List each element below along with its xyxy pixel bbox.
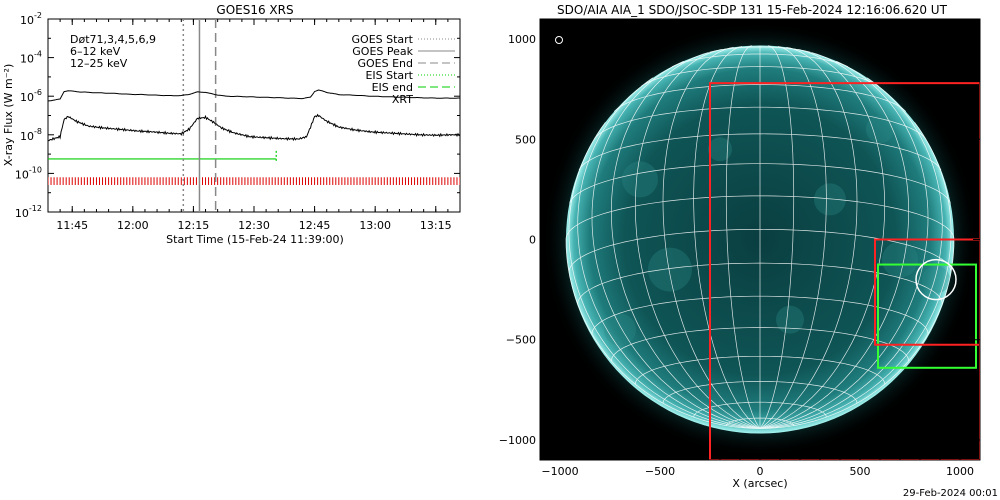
legend-left-entry: 6–12 keV — [70, 45, 121, 58]
legend-right-entry: GOES Start — [352, 33, 414, 46]
chart-title: GOES16 XRS — [216, 3, 293, 17]
bright-region — [922, 265, 950, 294]
x-tick-label: 12:15 — [178, 219, 210, 232]
legend-right-entry: GOES Peak — [352, 45, 413, 58]
legend-entry-flare: AIA flare location — [566, 35, 651, 46]
aia-image-chart: SDO/AIA AIA_1 SDO/JSOC-SDP 131 15-Feb-20… — [499, 3, 981, 490]
bright-region — [776, 305, 804, 334]
y-tick-label: 10-10 — [15, 165, 42, 181]
legend-right-entry: EIS end — [372, 81, 413, 94]
x-tick-label: 13:00 — [359, 219, 391, 232]
x-tick-label: 11:45 — [56, 219, 88, 232]
eis-fov-box — [877, 263, 977, 369]
legend-left-entry: Døt71,3,4,5,6,9 — [70, 33, 156, 46]
longitude-line — [634, 49, 761, 429]
y-tick-label: 0 — [529, 234, 536, 247]
goes-xrs-chart: GOES16 XRS 10-2 10-4 10-6 10-8 10-10 10-12 11… — [2, 3, 461, 246]
longitude-line — [611, 52, 761, 429]
bright-region — [708, 137, 732, 162]
longitude-line — [725, 45, 761, 429]
eis-interval — [48, 150, 277, 163]
flux-line-1 — [48, 113, 460, 142]
flux-series — [48, 89, 460, 142]
y-tick-label: 10-2 — [20, 11, 42, 27]
chart-title: SDO/AIA AIA_1 SDO/JSOC-SDP 131 15-Feb-20… — [557, 3, 948, 17]
x-tick-label: 12:45 — [299, 219, 331, 232]
bright-region — [882, 241, 918, 278]
x-tick-label: 13:15 — [420, 219, 452, 232]
y-tick-label: 10-8 — [20, 127, 42, 143]
longitude-line — [759, 46, 827, 429]
longitude-line — [693, 46, 761, 429]
x-axis-label: X (arcsec) — [732, 477, 787, 490]
longitude-line — [662, 46, 761, 429]
xrt-fov-box-small — [874, 238, 980, 346]
flux-line-0 — [48, 89, 460, 102]
legend: AIA flare location EIS FOV XRT FOV — [552, 35, 651, 435]
longitude-line — [568, 122, 761, 429]
x-tick-label: 500 — [850, 465, 871, 478]
flare-location-legend-symbol — [555, 36, 563, 44]
bright-region — [648, 247, 692, 292]
y-tick-label: 10-4 — [20, 50, 42, 66]
image-area — [540, 19, 980, 460]
y-tick-label: 500 — [515, 133, 536, 146]
axes: −1000 −500 0 500 1000 −1000 −500 0 500 1000 — [499, 19, 980, 478]
generation-date: 29-Feb-2024 00:01 — [903, 488, 998, 499]
longitude-line — [759, 239, 955, 429]
longitude-line — [759, 122, 952, 429]
longitude-line — [759, 77, 943, 429]
longitude-line — [591, 60, 761, 429]
bright-region — [866, 115, 894, 144]
legend-right-entry: EIS Start — [365, 69, 413, 82]
flare-location-circle — [915, 258, 957, 301]
x-tick-label: −1000 — [541, 465, 578, 478]
y-axis: 10-2 10-4 10-6 10-8 10-10 10-12 — [15, 11, 460, 220]
x-axis-label: Start Time (15-Feb-24 11:39:00) — [166, 233, 344, 246]
longitude-line — [759, 45, 795, 429]
x-tick-label: 1000 — [946, 465, 974, 478]
longitude-line — [577, 77, 761, 429]
bright-region — [622, 161, 658, 198]
x-tick-label: 0 — [757, 465, 764, 478]
y-tick-label: 1000 — [508, 33, 536, 46]
aia-sun-image — [540, 19, 980, 460]
legend-right-entry: GOES End — [357, 57, 413, 70]
xrt-fov-box — [709, 82, 980, 460]
longitude-line — [759, 52, 909, 429]
xrt-ticks — [48, 177, 460, 185]
y-axis-label: X-ray Flux (W m⁻²) — [2, 64, 15, 166]
bright-region — [814, 183, 846, 216]
x-axis: 11:45 12:00 12:15 12:30 12:45 13:00 13:15 — [47, 19, 461, 232]
goes-event-markers — [182, 19, 217, 212]
longitude-line — [759, 46, 858, 429]
x-tick-label: 12:00 — [117, 219, 149, 232]
longitude-line — [759, 60, 929, 429]
legend-right-entry: XRT — [392, 93, 413, 106]
y-tick-label: −1000 — [499, 434, 536, 447]
y-tick-label: 10-12 — [15, 204, 42, 220]
x-tick-label: −500 — [645, 465, 675, 478]
legend-entry-xrt: XRT FOV — [552, 424, 595, 435]
y-tick-label: 10-6 — [20, 88, 42, 104]
bright-region — [604, 313, 636, 346]
legend-entry-eis: EIS FOV — [552, 404, 591, 415]
y-tick-label: −500 — [506, 334, 536, 347]
x-tick-label: 12:30 — [238, 219, 270, 232]
legend-left-entry: 12–25 keV — [70, 57, 128, 70]
